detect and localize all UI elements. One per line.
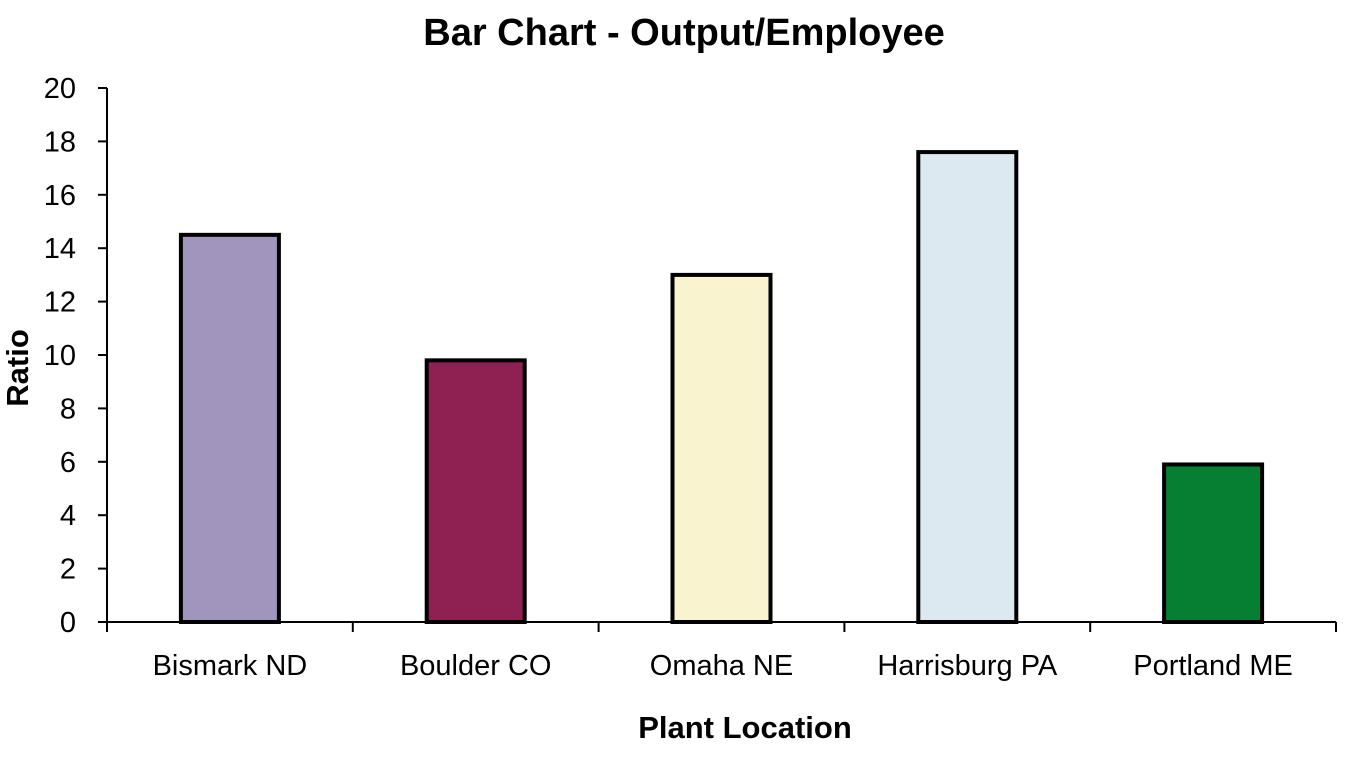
y-tick-label: 0 [60, 607, 76, 639]
x-category-label: Omaha NE [650, 650, 793, 682]
x-category-label: Boulder CO [400, 650, 552, 682]
y-tick-label: 6 [60, 447, 76, 479]
x-category-label: Bismark ND [153, 650, 308, 682]
chart-title: Bar Chart - Output/Employee [423, 12, 945, 54]
y-tick-label: 8 [60, 393, 76, 425]
bar-omaha-ne [670, 272, 773, 624]
y-tick-label: 20 [44, 73, 76, 105]
bars-group [178, 150, 1265, 625]
y-tick-label: 4 [60, 500, 76, 532]
x-axis-title: Plant Location [638, 710, 852, 745]
bar-bismark-nd [178, 232, 281, 624]
bar-boulder-co [424, 358, 527, 624]
y-tick-label: 14 [44, 233, 76, 265]
y-axis: 0 2 4 6 8 10 12 14 16 18 20 [44, 73, 108, 639]
x-category-label: Harrisburg PA [877, 650, 1058, 682]
bar-harrisburg-pa [916, 150, 1019, 625]
y-axis-title: Ratio [0, 329, 35, 407]
x-axis: Bismark ND Boulder CO Omaha NE Harrisburg P… [106, 621, 1337, 682]
bar-portland-me [1162, 462, 1265, 624]
y-tick-label: 12 [44, 287, 76, 319]
x-category-label: Portland ME [1133, 650, 1293, 682]
y-tick-label: 2 [60, 554, 76, 586]
y-tick-label: 10 [44, 340, 76, 372]
y-tick-label: 16 [44, 180, 76, 212]
y-tick-label: 18 [44, 126, 76, 158]
